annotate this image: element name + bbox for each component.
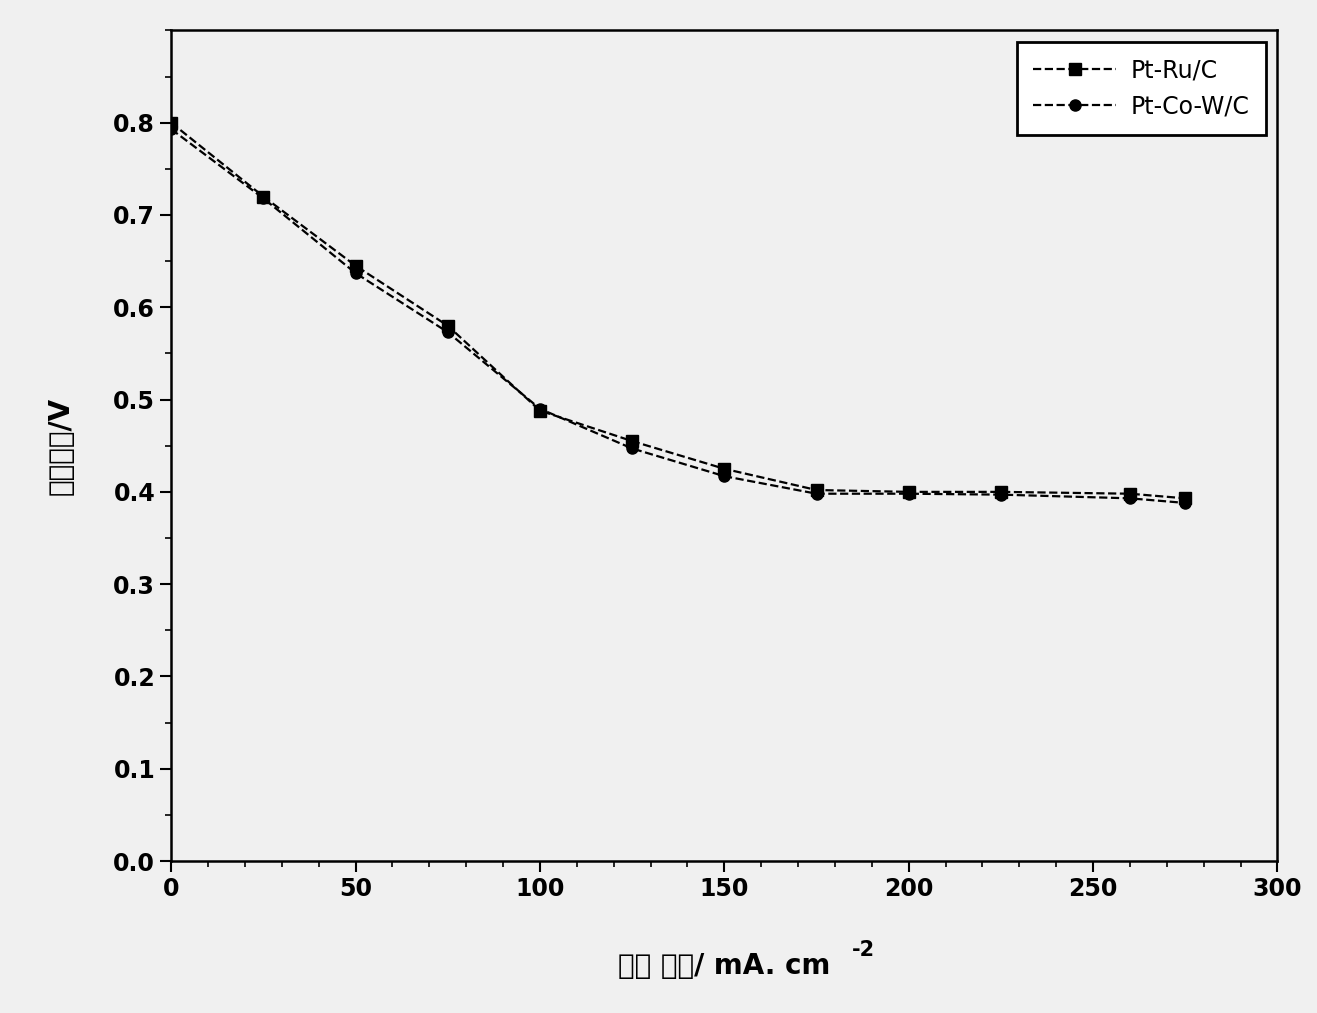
Pt-Ru/C — [348, 259, 363, 271]
Pt-Co-W/C — [348, 267, 363, 280]
Pt-Co-W/C — [993, 488, 1009, 500]
Pt-Co-W/C — [716, 470, 732, 482]
Pt-Co-W/C — [532, 403, 548, 415]
Pt-Ru/C — [440, 320, 456, 332]
Pt-Co-W/C — [1177, 496, 1193, 509]
Line: Pt-Ru/C: Pt-Ru/C — [166, 118, 1191, 503]
Pt-Ru/C — [901, 486, 917, 498]
Pt-Ru/C — [993, 486, 1009, 498]
Pt-Ru/C — [809, 484, 824, 496]
Text: -2: -2 — [852, 940, 874, 960]
Pt-Co-W/C — [624, 443, 640, 455]
Pt-Ru/C — [1177, 492, 1193, 504]
Pt-Co-W/C — [1122, 492, 1138, 504]
Pt-Co-W/C — [255, 192, 271, 205]
Legend: Pt-Ru/C, Pt-Co-W/C: Pt-Ru/C, Pt-Co-W/C — [1017, 43, 1266, 135]
Pt-Ru/C — [532, 404, 548, 416]
Pt-Ru/C — [255, 190, 271, 203]
Line: Pt-Co-W/C: Pt-Co-W/C — [166, 124, 1191, 509]
Pt-Co-W/C — [901, 487, 917, 499]
Pt-Co-W/C — [809, 487, 824, 499]
Pt-Ru/C — [624, 435, 640, 447]
Pt-Ru/C — [163, 116, 179, 129]
Text: 电池电压/V: 电池电压/V — [46, 397, 75, 494]
Text: 电流 密度/ mA. cm: 电流 密度/ mA. cm — [618, 952, 831, 981]
Pt-Co-W/C — [440, 326, 456, 338]
Pt-Co-W/C — [163, 123, 179, 135]
Pt-Ru/C — [716, 463, 732, 475]
Pt-Ru/C — [1122, 487, 1138, 499]
